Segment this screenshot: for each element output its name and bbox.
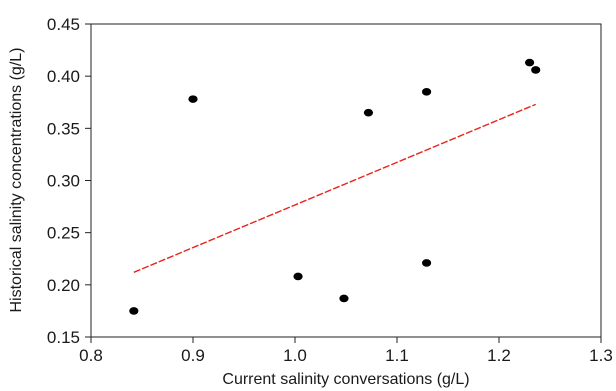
data-point — [421, 88, 432, 96]
y-tick-label: 0.45 — [47, 15, 80, 34]
data-point — [531, 66, 541, 74]
y-tick-label: 0.20 — [47, 276, 80, 295]
y-tick-label: 0.40 — [47, 67, 80, 86]
data-point — [363, 108, 374, 117]
y-tick-label: 0.15 — [47, 328, 80, 347]
x-tick-label: 0.9 — [181, 346, 205, 365]
x-axis-ticks: 0.8 0.9 1.0 1.1 1.2 1.3 — [79, 337, 613, 365]
trend-line — [133, 103, 536, 273]
x-tick-label: 0.8 — [79, 346, 103, 365]
y-tick-label: 0.35 — [47, 119, 80, 138]
data-points — [129, 58, 541, 315]
x-tick-label: 1.3 — [589, 346, 613, 365]
x-tick-label: 1.2 — [487, 346, 511, 365]
data-point — [129, 307, 139, 315]
y-axis-title: Historical salinity concentrations (g/L) — [8, 48, 25, 313]
plot-frame — [90, 23, 602, 338]
y-axis-ticks: 0.15 0.20 0.25 0.30 0.35 0.40 0.45 — [47, 15, 91, 347]
trend-line-group — [133, 103, 536, 273]
x-tick-label: 1.0 — [283, 346, 307, 365]
x-tick-label: 1.1 — [385, 346, 409, 365]
data-point — [339, 294, 349, 303]
data-point — [188, 95, 198, 103]
data-point — [293, 272, 303, 281]
y-tick-label: 0.25 — [47, 224, 80, 243]
y-tick-label: 0.30 — [47, 172, 80, 191]
x-axis-title: Current salinity conversations (g/L) — [222, 371, 469, 388]
data-point — [525, 58, 535, 67]
data-point — [421, 259, 432, 267]
